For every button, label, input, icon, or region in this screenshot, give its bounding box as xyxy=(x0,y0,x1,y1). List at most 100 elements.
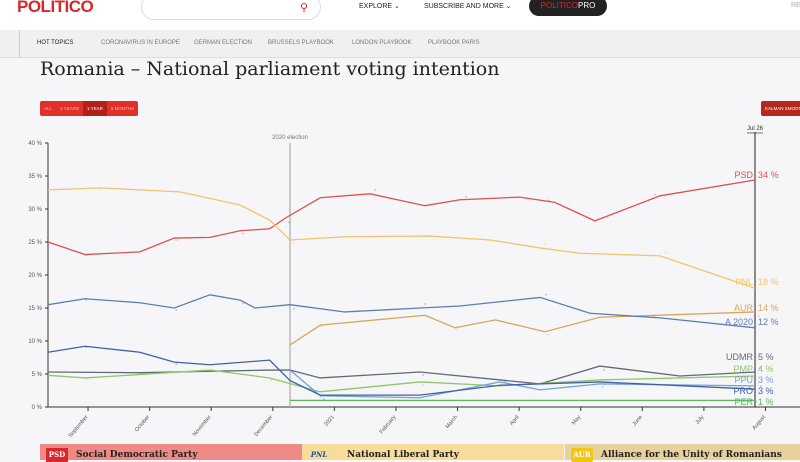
poll-dot xyxy=(292,242,295,245)
divider xyxy=(19,30,20,58)
range-6months-button[interactable]: 6 MONTHS xyxy=(110,106,135,111)
party-name: Alliance for the Unity of Romanians xyxy=(601,450,782,460)
series-name-label: PNL xyxy=(735,277,753,287)
series-name-label: UDMR xyxy=(726,352,753,362)
poll-dot xyxy=(602,369,605,372)
poll-dot xyxy=(546,333,549,336)
series-value-label: 3 % xyxy=(758,386,774,396)
y-tick-label: 40 % xyxy=(28,141,42,147)
poll-dot xyxy=(293,307,296,310)
y-tick-label: 5 % xyxy=(32,372,43,378)
register-link[interactable]: RE xyxy=(791,2,800,9)
x-tick-label: May xyxy=(571,414,582,426)
election-label: 2020 election xyxy=(272,135,308,141)
topic-link[interactable]: BRUSSELS PLAYBOOK xyxy=(268,40,334,46)
party-banner[interactable]: AUR Alliance for the Unity of Romanians xyxy=(565,444,800,462)
series-value-label: 3 % xyxy=(758,375,774,385)
date-cursor-label: Jul 26 xyxy=(747,126,764,132)
range-buttons: ALL 3 YEARS 1 YEAR 6 MONTHS xyxy=(40,101,139,116)
poll-dot xyxy=(465,195,468,198)
series-value-label: 1 % xyxy=(758,397,774,407)
poll-dot xyxy=(504,380,507,383)
series-line-a2020 xyxy=(47,294,756,329)
party-banner[interactable]: PNL National Liberal Party xyxy=(302,444,564,460)
search-icon[interactable]: ⚲ xyxy=(299,2,308,14)
series-line-ppu xyxy=(289,369,756,399)
topic-link[interactable]: CORONAVIRUS IN EUROPE xyxy=(101,40,180,46)
topic-link[interactable]: GERMAN ELECTION xyxy=(194,40,253,46)
series-name-label: A 2020 xyxy=(725,317,753,327)
pro-label-b: PRO xyxy=(578,1,596,10)
x-tick-label: February xyxy=(379,414,398,435)
x-tick-label: September xyxy=(68,414,90,439)
range-1year-button[interactable]: 1 YEAR xyxy=(82,101,107,116)
party-banner[interactable]: PSD Social Democratic Party xyxy=(40,444,302,462)
poll-dot xyxy=(421,383,424,386)
party-name: National Liberal Party xyxy=(347,450,459,460)
topic-link[interactable]: LONDON PLAYBOOK xyxy=(352,40,412,46)
party-logo-icon: PSD xyxy=(46,448,68,462)
series-line-pmp xyxy=(47,369,756,393)
kalman-smooth-button[interactable]: KALMAN SMOOTH xyxy=(761,101,800,116)
poll-dot xyxy=(421,374,424,377)
series-name-label: PRO xyxy=(733,386,753,396)
poll-dot xyxy=(242,232,245,235)
poll-dot xyxy=(545,293,548,296)
politico-pro-button[interactable]: POLITICOPRO xyxy=(529,0,607,16)
y-tick-label: 0 % xyxy=(32,405,43,411)
poll-dot xyxy=(432,239,435,242)
poll-dot xyxy=(544,242,547,245)
poll-dot xyxy=(760,385,762,388)
x-tick-label: November xyxy=(192,414,213,437)
x-tick-label: July xyxy=(695,414,706,426)
party-name: Social Democratic Party xyxy=(76,450,198,460)
series-line-pnl xyxy=(47,187,756,289)
poll-dot xyxy=(175,239,178,242)
range-all-button[interactable]: ALL xyxy=(44,106,53,111)
series-name-label: PPU xyxy=(734,375,753,385)
range-3years-button[interactable]: 3 YEARS xyxy=(60,106,79,111)
hot-topics-label: HOT TOPICS xyxy=(37,40,74,46)
politico-logo[interactable]: POLITICO xyxy=(17,0,94,16)
series-line-psd xyxy=(47,179,756,256)
page-title: Romania – National parliament voting int… xyxy=(40,58,500,80)
subscribe-menu[interactable]: SUBSCRIBE AND MORE ⌄ xyxy=(424,3,512,10)
y-tick-label: 25 % xyxy=(28,240,42,246)
x-tick-label: December xyxy=(253,414,274,437)
series-line-aur xyxy=(289,311,756,346)
poll-dot xyxy=(758,314,760,317)
search-input[interactable]: ⚲ xyxy=(141,0,321,20)
party-logo-icon: PNL xyxy=(310,450,328,459)
pro-label-a: POLITICO xyxy=(540,1,578,10)
poll-dot xyxy=(654,193,657,196)
x-tick-label: June xyxy=(632,414,644,427)
series-value-label: 5 % xyxy=(758,352,774,362)
series-value-label: 18 % xyxy=(758,277,779,287)
poll-dot xyxy=(323,398,326,401)
y-tick-label: 20 % xyxy=(28,273,42,279)
series-name-label: PMP xyxy=(733,364,753,374)
x-tick-label: October xyxy=(134,414,151,433)
series-name-label: PSD xyxy=(734,170,753,180)
x-tick-label: March xyxy=(445,414,459,430)
poll-dot xyxy=(423,303,426,305)
party-logo-icon: AUR xyxy=(571,448,593,462)
poll-dot xyxy=(665,251,668,254)
poll-dot xyxy=(175,309,178,311)
series-name-label: AUR xyxy=(734,303,754,313)
y-tick-label: 10 % xyxy=(28,339,42,345)
explore-menu[interactable]: EXPLORE ⌄ xyxy=(359,3,400,10)
x-tick-label: August xyxy=(751,414,767,431)
y-tick-label: 30 % xyxy=(28,207,42,213)
poll-dot xyxy=(653,314,656,317)
series-line-pro xyxy=(47,345,756,396)
y-tick-label: 35 % xyxy=(28,174,42,180)
poll-dot xyxy=(501,382,504,385)
top-bar: POLITICO ⚲ EXPLORE ⌄ SUBSCRIBE AND MORE … xyxy=(0,0,800,30)
topic-link[interactable]: PLAYBOOK PARIS xyxy=(428,40,480,46)
x-tick-label: 2021 xyxy=(323,414,335,427)
y-tick-label: 15 % xyxy=(28,306,42,312)
poll-dot xyxy=(175,363,178,366)
poll-dot xyxy=(456,328,459,331)
hot-topics-bar: HOT TOPICS CORONAVIRUS IN EUROPE GERMAN … xyxy=(0,30,800,58)
